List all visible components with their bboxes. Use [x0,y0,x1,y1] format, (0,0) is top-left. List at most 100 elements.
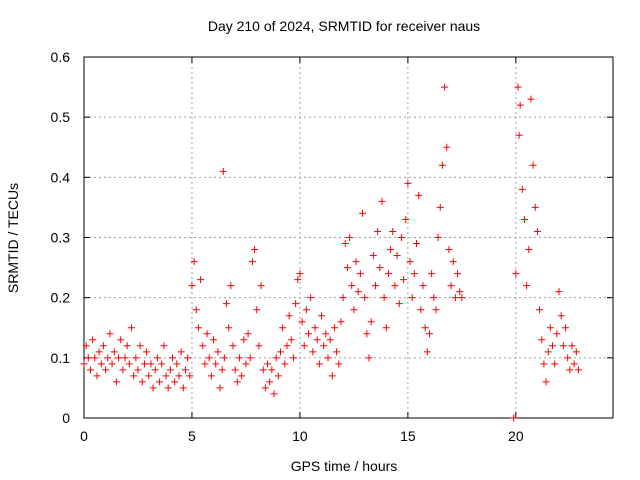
chart-title: Day 210 of 2024, SRMTID for receiver nau… [208,18,480,34]
data-point [229,342,237,350]
data-point [425,330,433,338]
data-point [104,354,112,362]
data-point [164,384,172,392]
data-point [568,342,576,350]
data-point [207,372,215,380]
data-point [151,366,159,374]
data-point [572,348,580,356]
data-point [218,366,226,374]
data-point [393,252,401,260]
data-point [564,354,572,362]
data-point [324,354,332,362]
data-point [117,336,125,344]
data-point [423,348,431,356]
data-point [315,360,323,368]
data-point [382,324,390,332]
data-point [322,330,330,338]
data-point [343,264,351,272]
data-point [287,336,295,344]
data-point [186,372,194,380]
data-point [274,372,282,380]
data-point [551,360,559,368]
data-point [253,306,261,314]
data-point [156,378,164,386]
data-point [281,360,289,368]
data-point [227,282,235,290]
data-point [326,336,334,344]
data-point [177,348,185,356]
data-point [438,161,446,169]
data-point [298,318,306,326]
data-point [80,360,88,368]
data-point [380,294,388,302]
data-point [536,306,544,314]
data-point [223,300,231,308]
x-tick-label: 10 [292,428,308,444]
data-point [389,227,397,235]
data-point [162,372,170,380]
data-point [307,294,315,302]
data-point [123,342,131,350]
data-point [518,185,526,193]
data-point [285,312,293,320]
data-point [330,324,338,332]
data-point [341,240,349,248]
data-point [266,378,274,386]
data-point [510,414,518,422]
y-axis-label: SRMTID / TECUs [5,183,21,293]
data-point [99,342,107,350]
data-point [337,318,345,326]
y-tick-label: 0.5 [51,109,71,125]
data-point [242,360,250,368]
data-point [378,197,386,205]
data-point [143,348,151,356]
data-point [447,282,455,290]
data-point [125,360,133,368]
data-point [432,306,440,314]
data-point [402,215,410,223]
data-point [350,306,358,314]
data-point [313,336,321,344]
data-point [352,258,360,266]
data-points [80,83,582,422]
data-point [531,203,539,211]
data-point [134,366,142,374]
data-point [454,270,462,278]
data-point [225,324,233,332]
data-point [192,306,200,314]
data-point [359,209,367,217]
data-point [428,270,436,278]
data-point [555,288,563,296]
y-tick-label: 0.4 [51,169,71,185]
data-point [441,83,449,91]
data-point [276,348,284,356]
data-point [335,360,343,368]
data-point [268,366,276,374]
data-point [294,276,302,284]
data-point [559,342,567,350]
data-point [279,324,287,332]
y-tick-label: 0.3 [51,230,71,246]
data-point [354,288,362,296]
data-point [456,288,464,296]
data-point [320,342,328,350]
data-point [231,366,239,374]
data-point [363,330,371,338]
data-point [261,384,269,392]
data-point [160,342,168,350]
x-axis-label: GPS time / hours [291,458,398,474]
data-point [296,270,304,278]
data-point [311,324,319,332]
data-point [302,306,310,314]
data-point [175,372,183,380]
data-point [430,294,438,302]
data-point [128,324,136,332]
y-tick-label: 0 [62,410,70,426]
data-point [300,342,308,350]
data-point [514,83,522,91]
data-point [203,330,211,338]
data-point [553,330,561,338]
data-point [574,366,582,374]
data-point [86,366,94,374]
data-point [523,282,531,290]
